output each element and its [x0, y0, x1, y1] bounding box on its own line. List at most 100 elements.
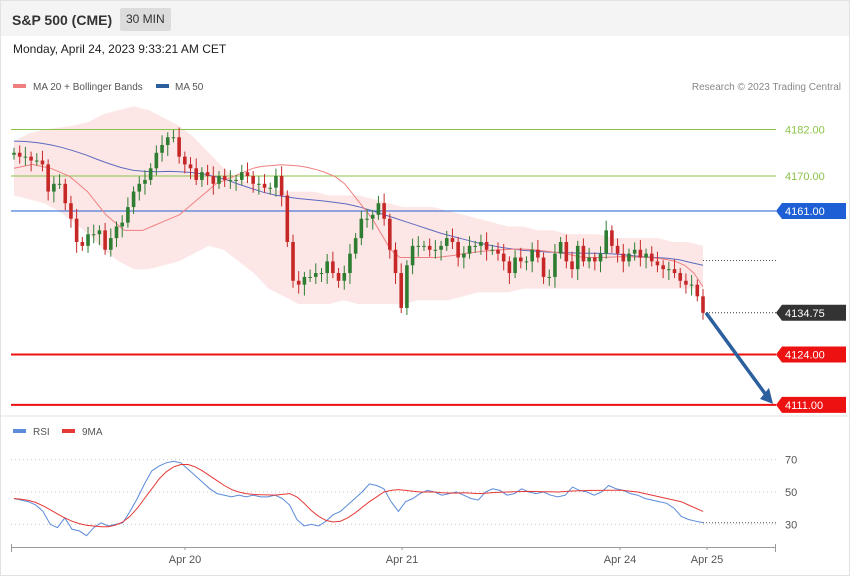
- candle: [165, 132, 170, 156]
- candle: [405, 260, 409, 315]
- candle: [114, 221, 119, 248]
- candle: [501, 243, 506, 271]
- candle: [171, 129, 176, 143]
- candle: [684, 273, 688, 294]
- candle: [302, 271, 307, 296]
- candle: [29, 151, 33, 172]
- candle: [427, 238, 432, 257]
- price-level-label: 4111.00: [785, 400, 823, 412]
- candle: [188, 157, 193, 180]
- rsi-ma-line: [13, 464, 704, 528]
- rsi-ma-legend-label: 9MA: [82, 427, 103, 438]
- candle: [46, 159, 50, 201]
- timestamp-label: Monday, April 24, 2023 9:33:21 AM CET: [13, 42, 227, 56]
- candle: [131, 186, 136, 215]
- rsi-legend-label: RSI: [33, 427, 50, 438]
- candle: [143, 170, 147, 195]
- candle: [205, 164, 210, 185]
- candle: [160, 135, 164, 162]
- candle: [570, 251, 574, 279]
- price-level-tag: [776, 304, 846, 321]
- ma20-legend-label: MA 20 + Bollinger Bands: [33, 82, 143, 93]
- candle: [587, 247, 591, 269]
- time-tick-label: Apr 25: [691, 554, 723, 566]
- candle: [593, 252, 597, 271]
- candle: [245, 162, 250, 184]
- candle: [69, 195, 73, 228]
- timeframe-badge[interactable]: 30 MIN: [120, 8, 171, 31]
- copyright-note: Research © 2023 Trading Central: [692, 82, 841, 93]
- candle: [484, 232, 489, 261]
- candle: [672, 259, 677, 279]
- bollinger-bands: [14, 106, 703, 305]
- candle: [200, 167, 204, 187]
- forecast-arrow-head: [760, 387, 773, 404]
- candle: [52, 176, 56, 203]
- ma50-legend-swatch: [156, 84, 169, 88]
- candle: [661, 260, 665, 279]
- candle: [137, 176, 142, 201]
- candle: [541, 252, 546, 284]
- candle: [120, 215, 124, 238]
- price-level-tag: [776, 202, 846, 219]
- candle: [296, 271, 301, 294]
- candle: [518, 247, 523, 269]
- candle: [291, 234, 295, 288]
- candle: [359, 211, 364, 246]
- candle: [598, 246, 603, 273]
- candle: [621, 243, 626, 273]
- candle: [177, 127, 181, 164]
- candle: [479, 234, 483, 255]
- time-tick-label: Apr 21: [386, 554, 418, 566]
- candle: [701, 288, 705, 320]
- candle: [268, 182, 273, 195]
- candle: [348, 243, 352, 284]
- time-axis: Apr 20 Apr 21 Apr 24 Apr 25: [11, 544, 776, 566]
- candle: [439, 240, 443, 261]
- ma50-legend-label: MA 50: [175, 82, 204, 93]
- candle: [239, 164, 244, 185]
- candle: [496, 242, 500, 261]
- bollinger-band-area: [14, 106, 703, 305]
- candle: [530, 242, 534, 273]
- candle: [382, 193, 386, 226]
- header-bar: S&P 500 (CME) 30 MIN: [1, 1, 849, 36]
- candle: [251, 171, 255, 193]
- candle: [444, 230, 449, 251]
- candle: [462, 246, 466, 269]
- price-level-label: 4182.00: [785, 125, 825, 137]
- candle: [524, 256, 529, 271]
- rsi-tick-label: 30: [785, 519, 797, 531]
- candle: [456, 236, 460, 267]
- candle: [649, 246, 654, 267]
- price-level-label: 4161.00: [785, 206, 825, 218]
- forecast-arrow-shaft: [704, 311, 768, 396]
- candle: [279, 166, 284, 207]
- candle: [91, 224, 96, 244]
- candle: [638, 240, 643, 267]
- ma50-line: [13, 140, 704, 266]
- candle: [34, 153, 39, 166]
- instrument-title: S&P 500 (CME): [12, 12, 113, 28]
- candle: [644, 248, 648, 269]
- rsi-tick-label: 70: [785, 455, 797, 467]
- price-level-tag: [776, 396, 846, 413]
- candle: [632, 242, 637, 261]
- candle: [86, 226, 90, 253]
- forecast-arrow: [704, 311, 773, 404]
- candle: [422, 240, 426, 251]
- candle: [23, 146, 28, 166]
- rsi-legend-swatch: [13, 429, 26, 433]
- candle: [370, 209, 375, 230]
- rsi-ma-legend-swatch: [62, 429, 75, 433]
- rsi-line: [13, 460, 704, 537]
- candle: [342, 265, 347, 290]
- candle: [313, 263, 318, 284]
- candle: [97, 225, 102, 246]
- candle: [57, 174, 62, 189]
- candle: [80, 236, 85, 251]
- candle: [604, 220, 608, 259]
- candle: [473, 240, 478, 253]
- candle: [416, 236, 421, 257]
- candle: [490, 244, 495, 255]
